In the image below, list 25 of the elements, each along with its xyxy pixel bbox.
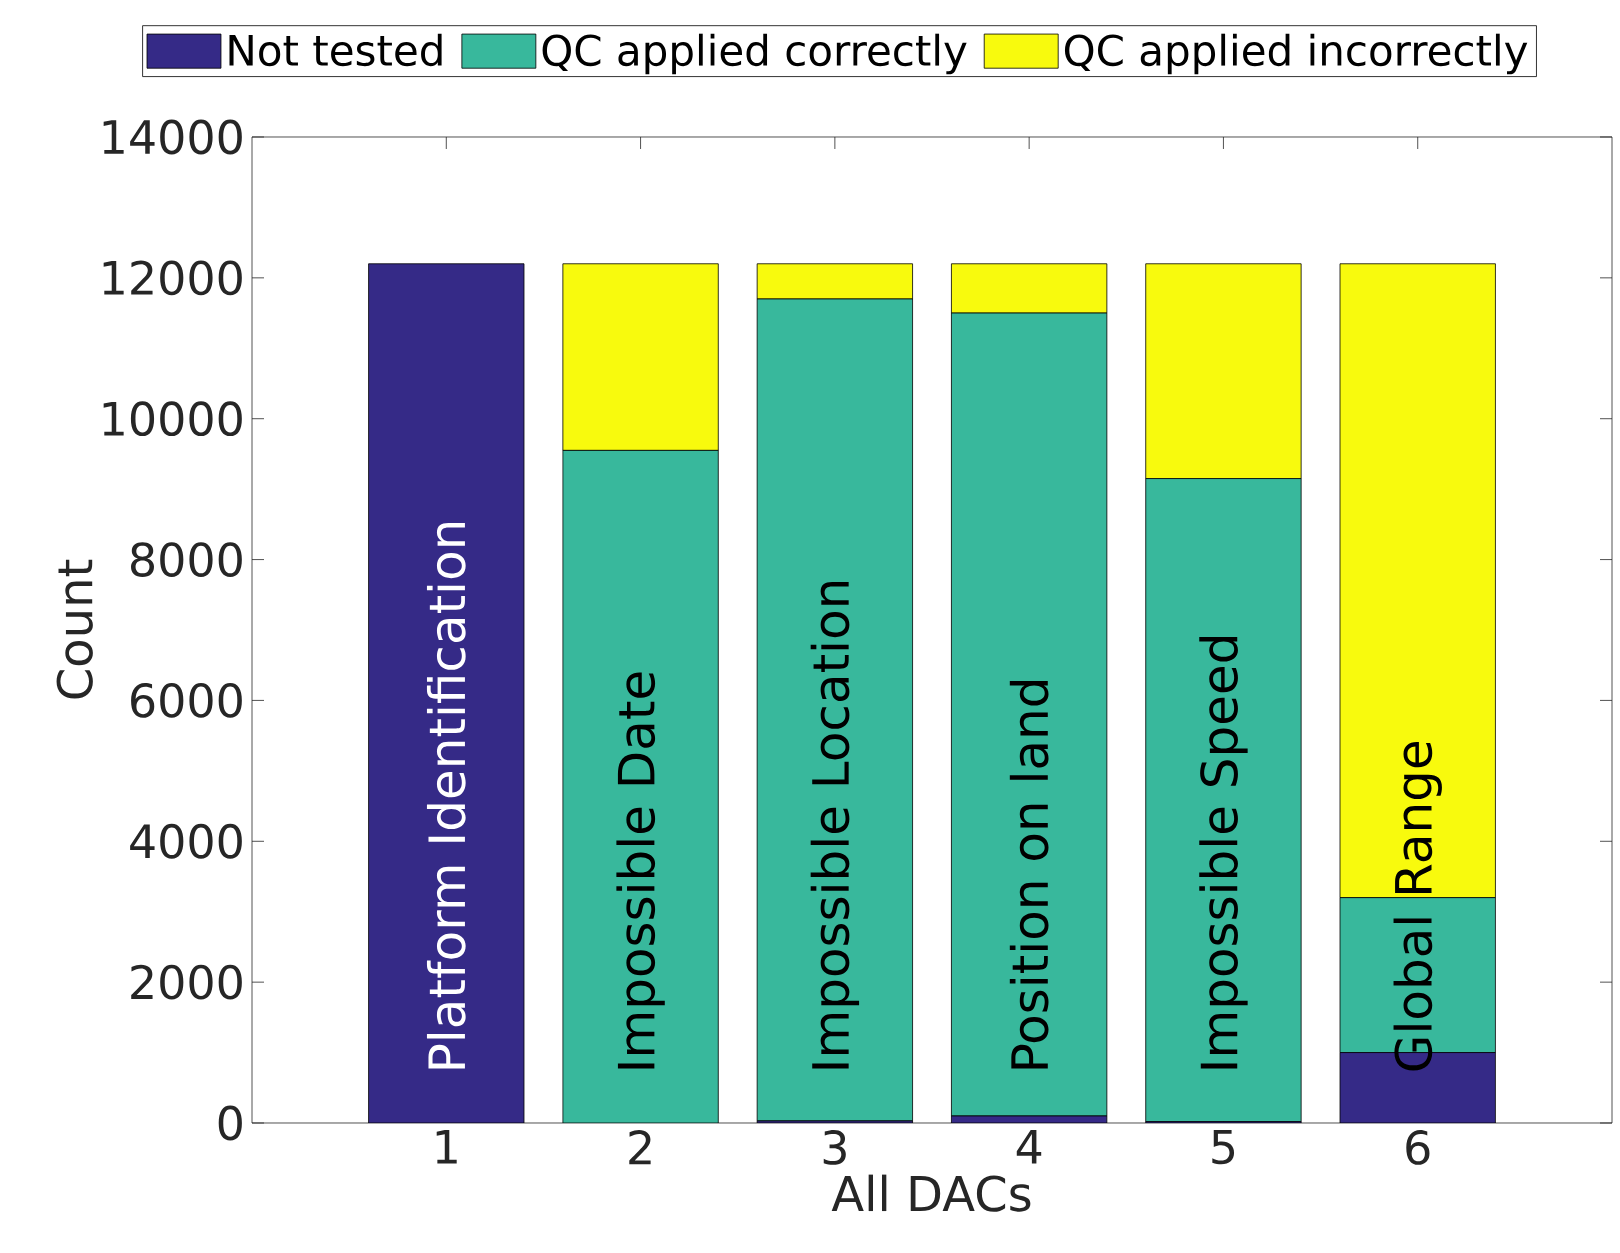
legend-label: QC applied correctly (542, 33, 967, 75)
annotation: Global Range (1393, 741, 1442, 1071)
x-tick-label: 4 (1016, 1130, 1042, 1164)
annotation: Impossible Date (616, 672, 665, 1069)
annotation: Platform Identification (426, 522, 466, 1069)
y-tick-label: 8000 (131, 542, 242, 577)
annotation: Impossible Speed (1199, 637, 1248, 1069)
y-tick-label: 2000 (131, 964, 242, 1000)
legend-label: QC applied incorrectly (1064, 33, 1528, 75)
y-tick-label: 0 (218, 1105, 242, 1141)
x-tick-label: 2 (629, 1130, 651, 1165)
y-tick-label: 12000 (103, 260, 242, 296)
annotation: Impossible Location (810, 581, 860, 1069)
y-tick-label: 10000 (103, 401, 242, 437)
legend-label: Not tested (229, 33, 442, 67)
x-axis-title: All DACs (831, 1174, 1031, 1212)
y-tick-label: 14000 (103, 119, 242, 155)
x-tick-label: 5 (1212, 1130, 1235, 1165)
x-tick-label: 1 (436, 1130, 457, 1164)
y-tick-label: 6000 (131, 683, 242, 718)
annotation: Position on land (1009, 681, 1049, 1069)
x-tick-label: 3 (823, 1130, 846, 1165)
y-axis-title: Count (56, 559, 93, 699)
x-tick-label: 6 (1406, 1130, 1430, 1165)
y-tick-label: 4000 (130, 823, 242, 859)
